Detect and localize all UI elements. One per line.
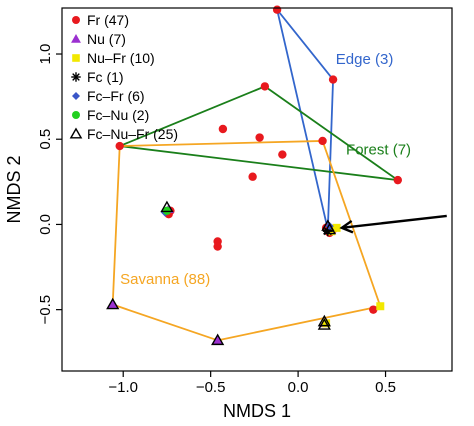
point-fr	[328, 75, 338, 84]
point-fr	[318, 136, 327, 146]
legend-label: Fc–Nu (2)	[87, 107, 149, 123]
arrow-head	[339, 219, 354, 234]
x-tick-label: −1.0	[108, 379, 138, 396]
x-tick-label: 0.5	[375, 379, 396, 396]
point-fr	[248, 172, 257, 181]
point-fr	[260, 82, 270, 91]
legend-marker-open-triangle	[69, 127, 83, 139]
legend-label: Nu–Fr (10)	[87, 50, 155, 66]
point-nu-fr	[376, 302, 385, 311]
point-fr	[115, 141, 124, 151]
x-axis-title: NMDS 1	[223, 401, 291, 421]
x-tick-label: −0.5	[196, 379, 226, 396]
plot-frame	[61, 7, 453, 372]
point-nu	[107, 299, 118, 309]
point-fc-nu-fr	[211, 333, 225, 346]
y-tick-label: 1.0	[37, 44, 54, 65]
hull-forest	[118, 85, 399, 182]
point-fc-nu-fr	[106, 297, 120, 310]
legend-marker-asterisk	[71, 72, 81, 82]
point-nu-fr	[332, 223, 341, 232]
point-fr	[255, 133, 264, 142]
hull-label-forest: Forest (7)	[346, 142, 411, 159]
legend-label: Fc–Nu–Fr (25)	[87, 126, 178, 142]
point-fc-nu-fr	[317, 314, 331, 327]
legend: Fr (47) Nu (7) Nu–Fr (10) Fc (1) Fc–Fr (6) Fc…	[69, 12, 178, 142]
point-fr	[393, 175, 402, 185]
legend-marker-circle	[72, 111, 80, 119]
arrow-shaft	[341, 214, 447, 230]
y-tick-label: 0.5	[37, 129, 54, 150]
legend-marker-circle	[72, 16, 80, 24]
hull-layer: Edge (3) Forest (7) Savanna (88)	[111, 8, 411, 342]
hull-savanna	[111, 140, 382, 342]
axis-layer: −1.0 −0.5 0.0 0.5 −0.5 0.0 0.5 1.0	[37, 7, 453, 396]
legend-label: Fr (47)	[87, 12, 129, 28]
y-tick-label: 0.0	[37, 214, 54, 235]
y-axis-title: NMDS 2	[4, 155, 24, 223]
legend-marker-square	[72, 54, 80, 62]
legend-marker-triangle	[71, 34, 81, 43]
y-tick-label: −0.5	[37, 295, 54, 325]
point-fr	[369, 305, 378, 314]
annot-layer	[339, 214, 447, 234]
hull-edge	[276, 8, 334, 231]
point-fr	[278, 150, 287, 159]
point-fc-nu-fr	[317, 318, 331, 330]
legend-label: Fc (1)	[87, 69, 124, 85]
point-fc-nu-fr	[322, 222, 337, 235]
legend-label: Fc–Fr (6)	[87, 88, 145, 104]
hull-label-savanna: Savanna (88)	[120, 271, 210, 288]
point-fc-nu-fr	[160, 200, 174, 213]
asterisk-stroke	[72, 73, 80, 81]
point-fr	[218, 124, 228, 134]
point-nu	[212, 335, 223, 345]
hull-label-edge: Edge (3)	[336, 51, 394, 68]
legend-marker-diamond	[72, 92, 80, 100]
point-fr	[272, 5, 282, 14]
point-layer	[106, 5, 402, 346]
legend-label: Nu (7)	[87, 31, 126, 47]
x-tick-label: 0.0	[288, 379, 309, 396]
point-fr	[213, 242, 222, 251]
